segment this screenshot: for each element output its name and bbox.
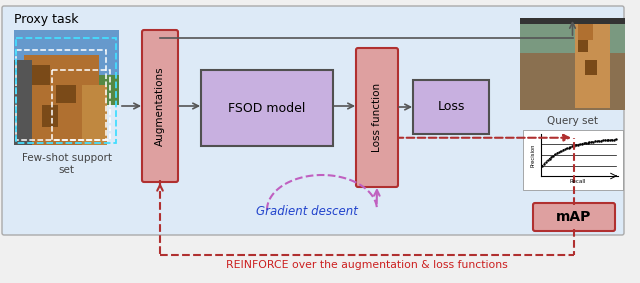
Bar bbox=[575, 20, 610, 108]
Bar bbox=[520, 18, 625, 24]
Text: Loss: Loss bbox=[437, 100, 465, 113]
Bar bbox=[16, 38, 116, 143]
Text: Few-shot support
set: Few-shot support set bbox=[22, 153, 111, 175]
Bar bbox=[14, 60, 32, 145]
FancyBboxPatch shape bbox=[533, 203, 615, 231]
FancyBboxPatch shape bbox=[356, 48, 398, 187]
Bar bbox=[578, 20, 593, 40]
Text: Recall: Recall bbox=[570, 179, 586, 184]
Text: mAP: mAP bbox=[556, 210, 592, 224]
FancyBboxPatch shape bbox=[201, 70, 333, 146]
Bar bbox=[24, 55, 99, 145]
Bar bbox=[520, 18, 625, 110]
FancyBboxPatch shape bbox=[142, 30, 178, 182]
Text: Loss function: Loss function bbox=[372, 83, 382, 152]
Bar bbox=[520, 18, 625, 53]
Bar bbox=[585, 60, 597, 75]
Text: Augmentations: Augmentations bbox=[155, 66, 165, 146]
Text: Query set: Query set bbox=[547, 116, 598, 126]
Bar bbox=[82, 85, 107, 145]
Bar bbox=[52, 70, 110, 140]
Text: REINFORCE over the augmentation & loss functions: REINFORCE over the augmentation & loss f… bbox=[226, 260, 508, 270]
Bar bbox=[56, 85, 76, 103]
Bar bbox=[16, 50, 106, 140]
Bar bbox=[14, 30, 119, 75]
Bar bbox=[578, 40, 588, 52]
Text: FSOD model: FSOD model bbox=[228, 102, 306, 115]
Bar bbox=[14, 75, 119, 105]
Bar bbox=[42, 105, 58, 127]
Text: Proxy task: Proxy task bbox=[14, 14, 79, 27]
Bar bbox=[523, 130, 623, 190]
Bar bbox=[32, 65, 50, 85]
Text: Precision: Precision bbox=[531, 143, 536, 167]
FancyBboxPatch shape bbox=[413, 80, 489, 134]
Text: Gradient descent: Gradient descent bbox=[256, 205, 358, 218]
FancyBboxPatch shape bbox=[2, 6, 624, 235]
